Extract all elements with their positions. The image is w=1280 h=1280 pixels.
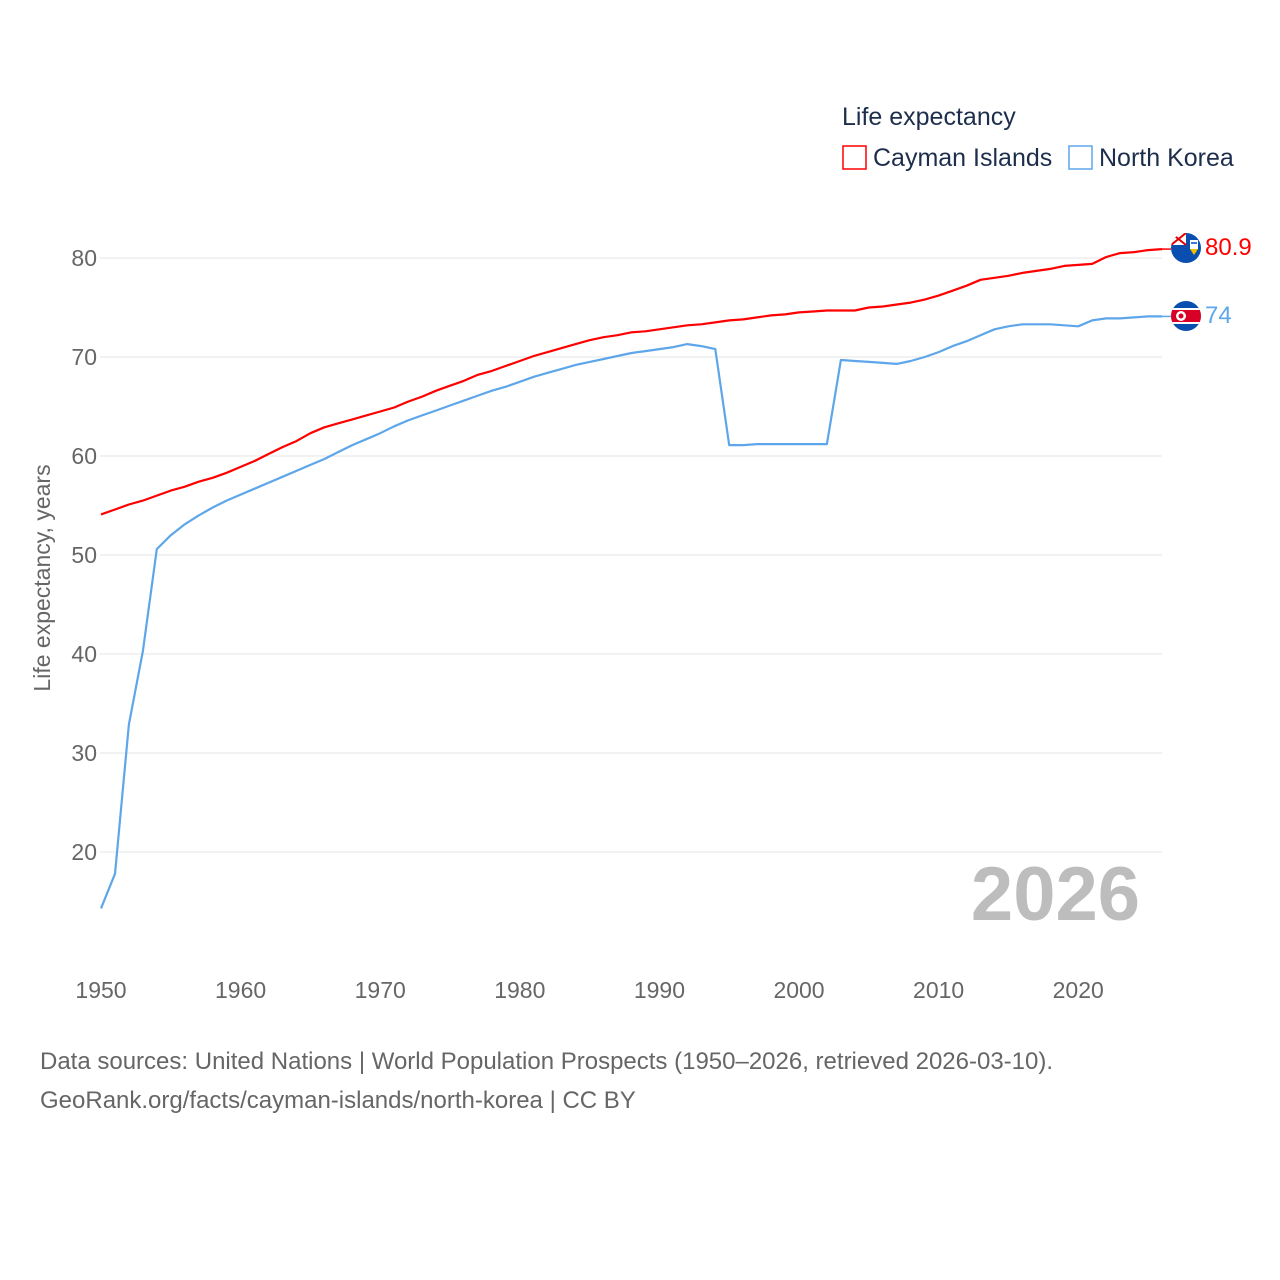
y-axis-label: Life expectancy, years xyxy=(29,464,55,691)
series-line-cayman-islands[interactable] xyxy=(100,248,1163,516)
x-tick-label: 1950 xyxy=(75,977,126,1003)
x-tick-label: 2000 xyxy=(773,977,824,1003)
y-tick-label: 50 xyxy=(71,542,97,568)
legend-swatch-cayman-islands xyxy=(842,145,867,170)
source-line-1: Data sources: United Nations | World Pop… xyxy=(40,1048,1053,1075)
source-line-2[interactable]: GeoRank.org/facts/cayman-islands/north-k… xyxy=(40,1087,636,1114)
x-tick-label: 1980 xyxy=(494,977,545,1003)
x-tick-label: 2010 xyxy=(913,977,964,1003)
x-tick-label: 1960 xyxy=(215,977,266,1003)
legend-label-cayman-islands: Cayman Islands xyxy=(873,144,1052,172)
end-label-cayman-islands: 80.9 xyxy=(1205,234,1252,261)
legend-title: Life expectancy xyxy=(842,103,1016,131)
legend-item-cayman-islands[interactable]: Cayman Islands xyxy=(842,144,1052,172)
legend-item-north-korea[interactable]: North Korea xyxy=(1068,144,1234,172)
y-tick-label: 40 xyxy=(71,641,97,667)
north-korea-flag-icon xyxy=(1171,301,1201,331)
legend: Life expectancy Cayman Islands North Kor… xyxy=(842,103,1234,172)
y-tick-label: 80 xyxy=(71,245,97,271)
x-tick-label: 1970 xyxy=(355,977,406,1003)
x-tick-label: 2020 xyxy=(1053,977,1104,1003)
legend-swatch-north-korea xyxy=(1068,145,1093,170)
legend-label-north-korea: North Korea xyxy=(1099,144,1234,172)
y-tick-label: 70 xyxy=(71,344,97,370)
y-tick-label: 30 xyxy=(71,740,97,766)
y-tick-label: 20 xyxy=(71,839,97,865)
year-watermark: 2026 xyxy=(971,852,1140,937)
end-label-north-korea: 74 xyxy=(1205,302,1232,329)
x-tick-label: 1990 xyxy=(634,977,685,1003)
series-line-north-korea[interactable] xyxy=(99,315,1162,909)
cayman-islands-flag-icon xyxy=(1171,233,1201,263)
y-tick-label: 60 xyxy=(71,443,97,469)
